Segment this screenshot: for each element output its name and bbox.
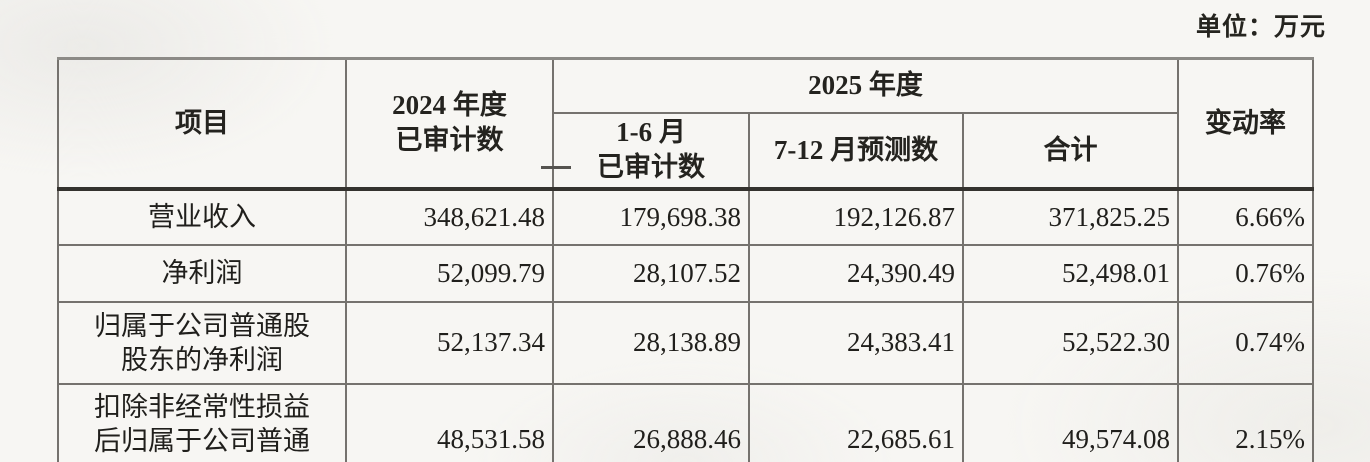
col-header-item: 项目	[57, 57, 347, 190]
table-row-profit-excluding-nonrecurring: 扣除非经常性损益 后归属于公司普通 48,531.58 26,888.46 22…	[57, 382, 1315, 462]
col-header-change-rate: 变动率	[1177, 57, 1315, 190]
cell-2025-h1: 28,107.52	[552, 243, 750, 303]
cell-2025-h2: 192,126.87	[748, 186, 964, 246]
cell-2024-audited: 52,099.79	[345, 243, 554, 303]
row-label: 净利润	[57, 243, 347, 303]
table-row-operating-revenue: 营业收入 348,621.48 179,698.38 192,126.87 37…	[57, 186, 1315, 246]
row-label: 扣除非经常性损益 后归属于公司普通	[57, 382, 347, 462]
cell-change-rate: 2.15%	[1177, 382, 1315, 462]
cell-2025-h2: 24,383.41	[748, 300, 964, 385]
scan-artifact-line	[541, 166, 571, 169]
cell-change-rate: 0.76%	[1177, 243, 1315, 303]
cell-2024-audited: 48,531.58	[345, 382, 554, 462]
cell-change-rate: 0.74%	[1177, 300, 1315, 385]
cell-2025-h1: 28,138.89	[552, 300, 750, 385]
row-label: 归属于公司普通股 股东的净利润	[57, 300, 347, 385]
cell-2025-h1: 26,888.46	[552, 382, 750, 462]
table-row-profit-to-ordinary-shareholders: 归属于公司普通股 股东的净利润 52,137.34 28,138.89 24,3…	[57, 300, 1315, 385]
header-row-sub: 1-6 月 已审计数 7-12 月预测数 合计	[58, 111, 1313, 190]
header-row-top: 项目 2024 年度 已审计数 2025 年度 变动率	[57, 57, 1315, 190]
cell-2024-audited: 348,621.48	[345, 186, 554, 246]
cell-2025-h2: 22,685.61	[748, 382, 964, 462]
cell-2024-audited: 52,137.34	[345, 300, 554, 385]
col-header-2025-h2-forecast: 7-12 月预测数	[748, 111, 964, 190]
cell-2025-total: 52,522.30	[961, 300, 1180, 385]
cell-change-rate: 6.66%	[1177, 186, 1315, 246]
unit-label: 单位：万元	[1195, 14, 1326, 41]
profit-forecast-table: 项目 2024 年度 已审计数 2025 年度 变动率 1-6 月 已审计数 7…	[57, 57, 1315, 462]
table-row-net-profit: 净利润 52,099.79 28,107.52 24,390.49 52,498…	[57, 243, 1315, 303]
cell-2025-h2: 24,390.49	[748, 243, 964, 303]
col-header-2025-h1-audited: 1-6 月 已审计数	[552, 111, 750, 190]
cell-2025-total: 371,825.25	[961, 186, 1180, 246]
cell-2025-h1: 179,698.38	[552, 186, 750, 246]
col-header-2025-total: 合计	[961, 111, 1180, 190]
cell-2025-total: 49,574.08	[961, 382, 1180, 462]
col-header-2025-year: 2025 年度	[551, 57, 1180, 114]
row-label: 营业收入	[57, 186, 347, 246]
col-header-2024-audited: 2024 年度 已审计数	[345, 57, 554, 190]
cell-2025-total: 52,498.01	[961, 243, 1180, 303]
